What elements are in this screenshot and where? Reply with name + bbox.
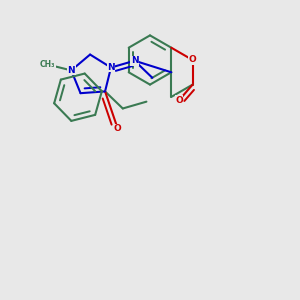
Text: O: O [189, 56, 196, 64]
Text: N: N [107, 63, 115, 72]
Text: CH₃: CH₃ [40, 60, 55, 69]
Text: O: O [175, 96, 183, 105]
Text: N: N [131, 56, 138, 65]
Text: N: N [68, 66, 75, 75]
Text: O: O [114, 124, 122, 133]
